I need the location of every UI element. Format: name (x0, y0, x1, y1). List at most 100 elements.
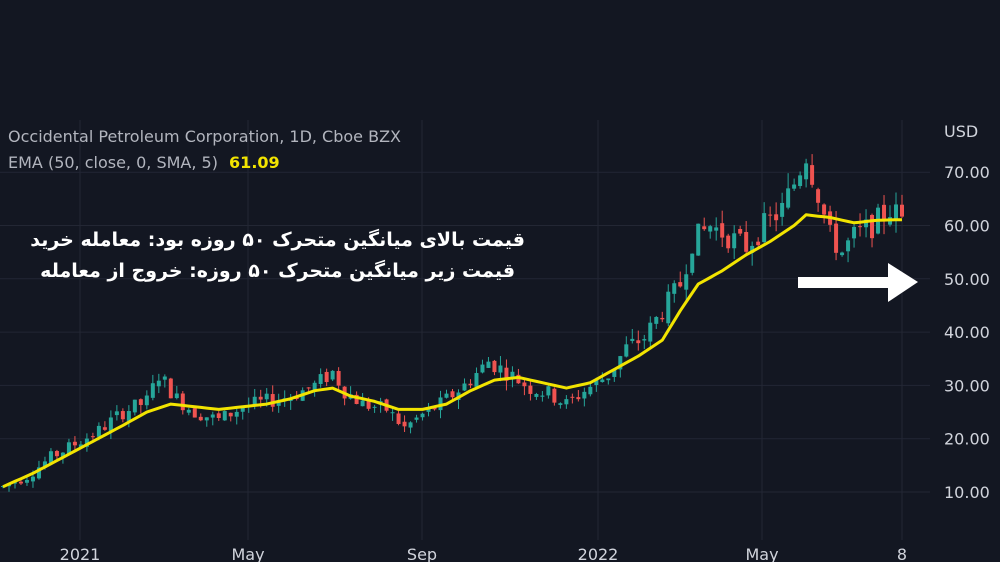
candle (24, 476, 29, 486)
candle (630, 328, 635, 344)
unit-label: USD (944, 122, 978, 141)
candle (468, 379, 473, 389)
candle (498, 356, 503, 382)
candle (372, 404, 377, 413)
candle (114, 405, 119, 421)
x-tick-label: Sep (407, 545, 437, 562)
candle (570, 393, 575, 404)
candle (396, 410, 401, 426)
candle (474, 367, 479, 389)
candle (48, 448, 53, 465)
x-tick-label: 2022 (578, 545, 619, 562)
candle (672, 280, 677, 303)
candle (816, 187, 821, 212)
y-tick-label: 60.00 (944, 217, 990, 236)
candle (210, 411, 215, 426)
candle (390, 407, 395, 421)
ema-layer (2, 213, 903, 489)
candle (444, 389, 449, 399)
candle (204, 417, 209, 427)
candle (678, 271, 683, 288)
candle (276, 393, 281, 413)
candle (306, 387, 311, 392)
candle (318, 368, 323, 388)
ema-line (2, 213, 903, 489)
candle (738, 225, 743, 237)
candle (810, 154, 815, 188)
chart-grid (0, 120, 930, 540)
symbol-title: Occidental Petroleum Corporation, 1D, Cb… (8, 127, 401, 146)
y-tick-label: 30.00 (944, 376, 990, 395)
candle (132, 399, 137, 416)
candle (198, 413, 203, 422)
x-axis: 2021 May Sep 2022 May 8 (60, 545, 907, 562)
candle (120, 408, 125, 423)
candle (660, 311, 665, 323)
candle (102, 421, 107, 431)
y-axis: 10.00 20.00 30.00 40.00 50.00 60.00 70.00 (944, 163, 990, 502)
candle (540, 391, 545, 402)
candle (558, 402, 563, 409)
candle (336, 367, 341, 391)
y-tick-label: 40.00 (944, 323, 990, 342)
candle (420, 412, 425, 421)
candle (504, 359, 509, 391)
right-arrow-icon (798, 263, 918, 302)
candle (480, 359, 485, 374)
candle (90, 432, 95, 441)
candle (858, 213, 863, 237)
y-tick-label: 70.00 (944, 163, 990, 182)
candle (588, 382, 593, 397)
candle (882, 195, 887, 235)
candle (576, 390, 581, 402)
candle (426, 402, 431, 417)
candle (486, 357, 491, 368)
candle (180, 391, 185, 415)
candle (648, 316, 653, 349)
indicator-label: EMA (50, close, 0, SMA, 5) (8, 153, 218, 172)
candles (1, 154, 904, 492)
candle (216, 411, 221, 421)
candle (690, 253, 695, 276)
candle (522, 379, 527, 396)
candle (744, 221, 749, 257)
candle (402, 415, 407, 433)
candle (774, 202, 779, 232)
candle (408, 421, 413, 434)
y-tick-label: 20.00 (944, 430, 990, 449)
candle (174, 385, 179, 400)
candle (552, 387, 557, 406)
candle (606, 378, 611, 385)
candle (708, 224, 713, 239)
candle (564, 395, 569, 409)
candle (222, 410, 227, 421)
candle (624, 336, 629, 358)
candle (192, 406, 197, 418)
candle (288, 393, 293, 410)
candle (654, 315, 659, 329)
candle (726, 233, 731, 253)
candle (144, 390, 149, 410)
candle (846, 237, 851, 263)
candle (162, 374, 167, 388)
x-tick-label: May (745, 545, 778, 562)
candle (156, 373, 161, 394)
candle (324, 368, 329, 387)
candle (234, 407, 239, 425)
candle (786, 173, 791, 210)
candle (864, 209, 869, 238)
candle (762, 202, 767, 246)
y-tick-label: 50.00 (944, 270, 990, 289)
candle (888, 205, 893, 227)
candle (84, 433, 89, 452)
candle (750, 241, 755, 266)
candle (492, 359, 497, 376)
candle (732, 225, 737, 259)
candle (168, 377, 173, 399)
candle (240, 406, 245, 420)
candle (894, 192, 899, 233)
candle (870, 213, 875, 248)
candle (186, 407, 191, 416)
candle (714, 217, 719, 241)
